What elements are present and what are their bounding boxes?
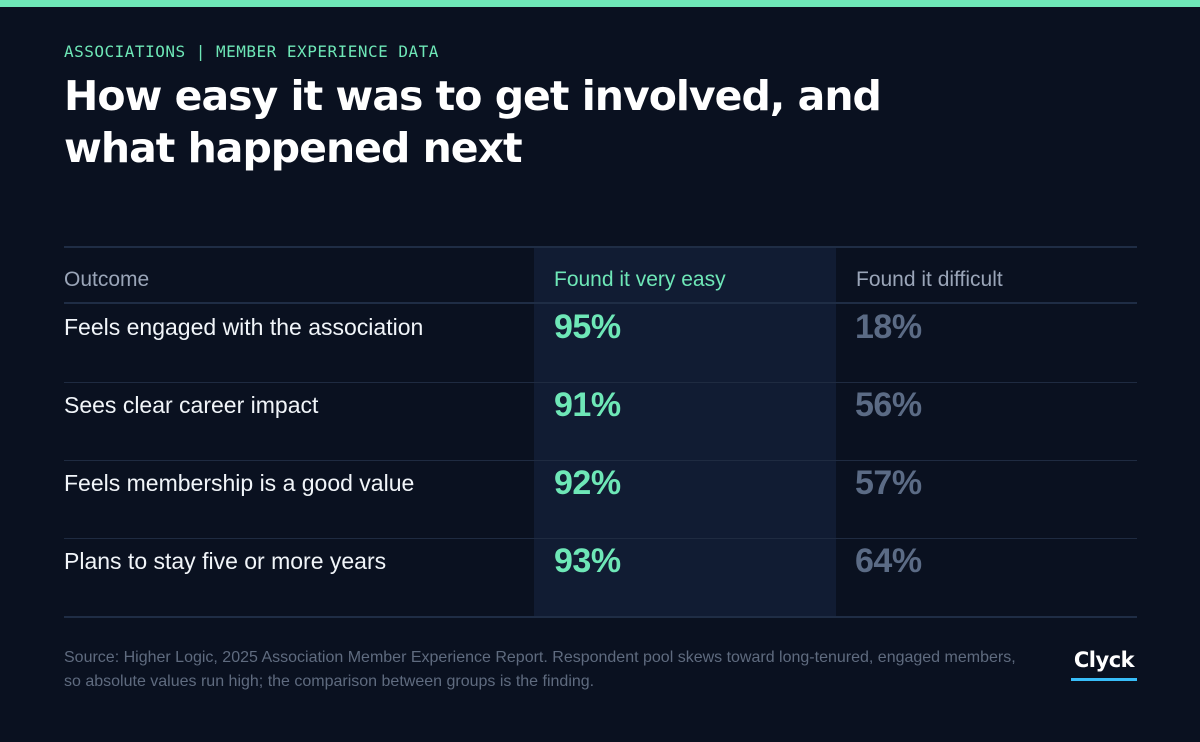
table-bottom-rule — [64, 616, 1137, 618]
very-easy-value: 93% — [554, 542, 621, 580]
row-label: Feels membership is a good value — [64, 470, 415, 496]
comparison-table: Outcome Found it very easy Found it diff… — [64, 246, 1137, 618]
source-note: Source: Higher Logic, 2025 Association M… — [64, 649, 1016, 690]
brand-logo: Clyck — [1073, 648, 1135, 672]
column-header-outcome: Outcome — [64, 268, 150, 291]
row-divider — [64, 538, 1137, 539]
difficult-value: 56% — [855, 386, 922, 424]
difficult-value: 57% — [855, 464, 922, 502]
row-label: Sees clear career impact — [64, 392, 319, 418]
very-easy-value: 92% — [554, 464, 621, 502]
row-divider — [64, 382, 1137, 383]
highlight-column — [534, 246, 836, 618]
difficult-value: 18% — [855, 308, 922, 346]
very-easy-value: 91% — [554, 386, 621, 424]
difficult-value: 64% — [855, 542, 922, 580]
table-top-rule — [64, 246, 1137, 248]
page-title: How easy it was to get involved, and wha… — [64, 72, 882, 172]
eyebrow-label: ASSOCIATIONS | MEMBER EXPERIENCE DATA — [64, 42, 439, 61]
row-divider — [64, 460, 1137, 461]
very-easy-value: 95% — [554, 308, 621, 346]
row-label: Feels engaged with the association — [64, 314, 424, 340]
header-rule — [64, 302, 1137, 304]
brand-underline — [1071, 678, 1137, 681]
top-accent-bar — [0, 0, 1200, 7]
row-label: Plans to stay five or more years — [64, 548, 387, 574]
column-header-very-easy: Found it very easy — [554, 268, 726, 291]
column-header-difficult: Found it difficult — [856, 268, 1003, 291]
